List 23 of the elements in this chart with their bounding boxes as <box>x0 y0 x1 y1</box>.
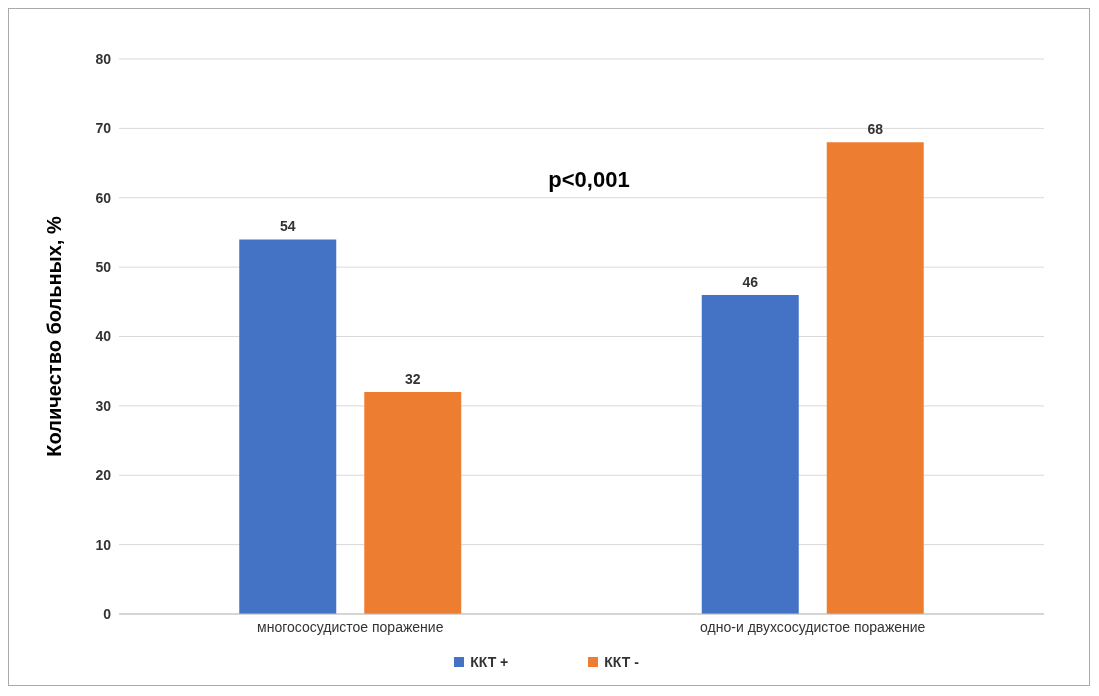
data-label: 54 <box>279 218 296 235</box>
y-tick-label: 70 <box>95 120 112 137</box>
data-label: 32 <box>404 371 421 387</box>
y-tick-label: 0 <box>103 605 112 622</box>
y-tick-label: 50 <box>95 259 112 276</box>
y-tick-label: 30 <box>95 397 112 414</box>
y-axis-title: Количество больных, % <box>43 216 66 457</box>
y-tick-label: 60 <box>95 189 112 206</box>
y-tick-label: 10 <box>95 536 112 553</box>
data-label: 68 <box>867 121 884 138</box>
annotation: p<0,001 <box>547 167 631 193</box>
y-tick-label: 80 <box>95 50 112 67</box>
y-tick-label: 40 <box>95 328 112 345</box>
bar <box>239 239 337 614</box>
legend-label: ККТ + <box>469 654 509 670</box>
bar <box>701 294 799 614</box>
y-tick-label: 20 <box>95 467 112 484</box>
legend-label: ККТ - <box>603 654 639 670</box>
bar <box>364 392 462 614</box>
x-tick-label: одно-и двухсосудистое поражение <box>700 618 926 635</box>
bar <box>826 142 924 614</box>
x-tick-label: многососудистое поражение <box>257 618 444 635</box>
data-label: 46 <box>742 273 759 290</box>
